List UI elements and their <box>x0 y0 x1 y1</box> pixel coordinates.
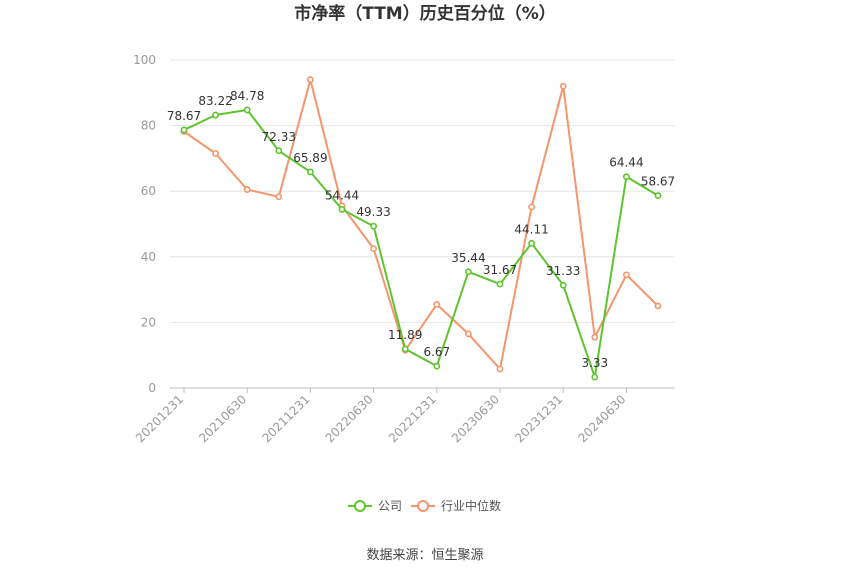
data-point <box>559 281 567 289</box>
data-source-note: 数据来源：恒生聚源 <box>366 548 483 563</box>
data-point <box>180 126 188 134</box>
y-tick-label: 60 <box>141 184 156 198</box>
data-label: 3.33 <box>581 356 608 370</box>
x-tick-label: 20230630 <box>449 392 502 445</box>
data-point <box>370 222 377 230</box>
data-label: 64.44 <box>609 156 643 170</box>
series-layer <box>180 76 662 381</box>
data-label: 6.67 <box>423 345 450 359</box>
y-tick-label: 40 <box>141 250 156 264</box>
data-point <box>591 373 599 381</box>
data-point <box>496 365 504 373</box>
data-point <box>370 245 377 252</box>
y-tick-label: 100 <box>133 53 156 67</box>
legend: 公司 行业中位数 <box>348 498 501 513</box>
legend-item-company: 公司 <box>348 499 402 513</box>
x-axis: 20201231 20210630 20211231 20220630 20221231… <box>133 387 675 445</box>
x-tick-label: 20240630 <box>575 392 628 445</box>
series-company <box>180 106 662 381</box>
data-point <box>496 280 504 288</box>
data-point <box>464 330 472 338</box>
data-point <box>623 271 630 279</box>
data-point <box>212 111 219 119</box>
x-tick-label: 20231231 <box>512 392 565 445</box>
data-label: 65.89 <box>293 151 327 165</box>
data-label: 35.44 <box>451 251 485 265</box>
data-label: 11.89 <box>388 328 422 342</box>
legend-label: 行业中位数 <box>441 498 501 513</box>
data-point <box>212 150 219 157</box>
data-point <box>275 193 283 201</box>
data-point <box>559 82 567 90</box>
data-label: 58.67 <box>641 175 675 189</box>
data-label: 83.22 <box>198 94 232 108</box>
data-label: 54.44 <box>325 188 359 202</box>
data-label: 31.33 <box>546 264 580 278</box>
y-tick-label: 0 <box>148 381 156 395</box>
data-point <box>591 333 599 341</box>
x-tick-label: 20201231 <box>133 392 186 445</box>
data-point <box>528 239 535 247</box>
series-line <box>183 78 659 370</box>
data-label: 31.67 <box>483 263 517 277</box>
x-tick-label: 20211231 <box>259 392 312 445</box>
data-point <box>306 168 314 176</box>
legend-marker <box>354 500 366 512</box>
data-point <box>306 76 314 84</box>
data-point <box>528 203 535 211</box>
series-line <box>183 108 659 379</box>
data-point <box>654 302 662 310</box>
y-tick-label: 80 <box>141 119 156 133</box>
data-point <box>654 192 662 199</box>
data-label: 72.33 <box>262 130 296 144</box>
data-label: 78.67 <box>167 109 201 123</box>
data-label: 84.78 <box>230 89 264 103</box>
data-point <box>275 147 283 155</box>
data-label: 49.33 <box>356 205 390 219</box>
chart-title: 市净率（TTM）历史百分位（%） <box>294 3 556 24</box>
x-tick-label: 20221231 <box>386 392 439 445</box>
x-tick-label: 20220630 <box>323 392 376 445</box>
data-point <box>243 106 251 114</box>
y-axis: 0 20 40 60 80 100 <box>133 53 156 395</box>
data-point <box>338 206 346 213</box>
legend-marker <box>417 500 429 512</box>
data-point <box>401 345 409 353</box>
data-point <box>433 362 441 370</box>
data-point <box>464 268 472 276</box>
legend-item-industry-median: 行业中位数 <box>411 498 501 513</box>
x-tick-label: 20210630 <box>196 392 249 445</box>
y-tick-label: 20 <box>141 315 156 329</box>
data-label: 44.11 <box>514 222 548 236</box>
data-point <box>433 300 441 308</box>
data-point <box>243 186 251 193</box>
legend-label: 公司 <box>378 499 402 513</box>
data-point <box>623 173 630 181</box>
